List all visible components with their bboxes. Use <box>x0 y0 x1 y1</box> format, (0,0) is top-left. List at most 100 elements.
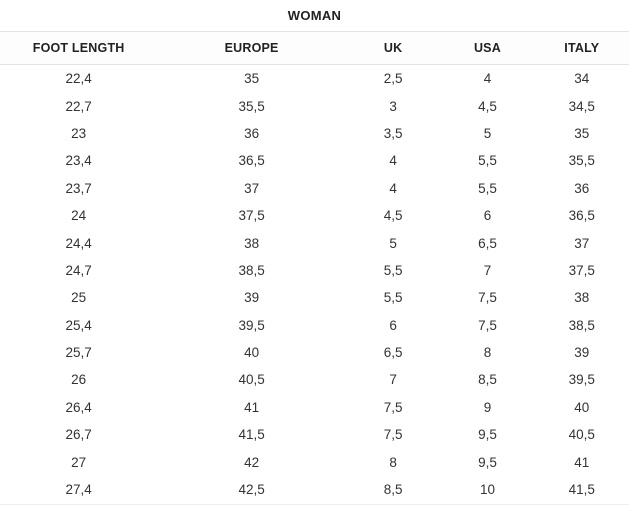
table-cell: 5,5 <box>478 153 497 169</box>
section-title: WOMAN <box>287 8 342 23</box>
table-cell: 7 <box>483 262 492 278</box>
table-cell: 8,5 <box>478 372 497 388</box>
table-cell: 36,5 <box>568 208 595 224</box>
table-row: 22,7 35,5 3 4,5 34,5 <box>0 92 629 120</box>
table-cell: 25,4 <box>65 317 92 333</box>
table-cell: 39 <box>244 290 260 306</box>
table-cell: 37 <box>244 180 260 196</box>
table-cell: 7 <box>389 372 397 388</box>
table-cell: 6,5 <box>383 345 403 361</box>
table-cell: 40 <box>574 399 590 415</box>
table-cell: 41,5 <box>238 427 265 443</box>
table-cell: 26,4 <box>65 399 92 415</box>
table-cell: 6,5 <box>478 235 497 251</box>
table-cell: 22,4 <box>65 71 92 87</box>
table-row: 27,4 42,5 8,5 10 41,5 <box>0 475 629 504</box>
table-cell: 39 <box>574 345 590 361</box>
table-row: 24 37,5 4,5 6 36,5 <box>0 201 629 230</box>
table-row: 27 42 8 9,5 41 <box>0 448 629 476</box>
table-cell: 41 <box>244 399 260 415</box>
table-cell: 3,5 <box>383 125 403 141</box>
table-cell: 38 <box>244 235 260 251</box>
table-cell: 6 <box>389 317 397 333</box>
table-cell: 42,5 <box>238 482 265 498</box>
table-cell: 38,5 <box>568 317 595 333</box>
table-cell: 4,5 <box>478 98 497 114</box>
table-cell: 9,5 <box>478 454 497 470</box>
table-body: 22,4 35 2,5 4 34 22,7 35,5 3 4,5 34,5 23 36 3,5 5 35 23… <box>0 65 629 504</box>
table-header-row: FOOT LENGTH EUROPE UK USA ITALY <box>0 32 629 65</box>
table-cell: 23 <box>71 125 87 141</box>
table-row: 26 40,5 7 8,5 39,5 <box>0 366 629 394</box>
table-cell: 8,5 <box>383 482 403 498</box>
table-cell: 36,5 <box>238 153 265 169</box>
table-cell: 41 <box>574 454 590 470</box>
table-row: 24,4 38 5 6,5 37 <box>0 229 629 257</box>
column-header-usa: USA <box>473 41 501 55</box>
table-cell: 5,5 <box>478 180 497 196</box>
table-cell: 34,5 <box>568 98 595 114</box>
table-cell: 8 <box>483 345 492 361</box>
table-row: 26,4 41 7,5 9 40 <box>0 393 629 422</box>
table-cell: 4,5 <box>383 208 403 224</box>
table-cell: 24,4 <box>65 235 92 251</box>
table-row: 23,7 37 4 5,5 36 <box>0 174 629 202</box>
table-cell: 38 <box>574 290 590 306</box>
table-cell: 35,5 <box>568 153 595 169</box>
table-cell: 35 <box>574 125 590 141</box>
table-cell: 36 <box>244 125 260 141</box>
size-conversion-table: FOOT LENGTH EUROPE UK USA ITALY 22,4 35 2,… <box>0 31 629 504</box>
table-cell: 35 <box>244 71 260 87</box>
table-cell: 27,4 <box>65 482 92 498</box>
table-row: 26,7 41,5 7,5 9,5 40,5 <box>0 421 629 449</box>
table-cell: 3 <box>389 98 397 114</box>
table-cell: 10 <box>479 482 495 498</box>
table-row: 23,4 36,5 4 5,5 35,5 <box>0 147 629 175</box>
table-row: 25 39 5,5 7,5 38 <box>0 284 629 312</box>
table-row: 25,7 40 6,5 8 39 <box>0 338 629 367</box>
table-cell: 23,4 <box>65 153 92 169</box>
table-cell: 24 <box>71 208 87 224</box>
table-cell: 34 <box>574 71 590 87</box>
table-cell: 40 <box>244 345 260 361</box>
table-cell: 4 <box>389 180 397 196</box>
table-cell: 40,5 <box>238 372 265 388</box>
table-cell: 7,5 <box>383 399 403 415</box>
table-cell: 42 <box>244 454 260 470</box>
table-cell: 37,5 <box>238 208 265 224</box>
table-cell: 4 <box>483 71 492 87</box>
table-cell: 5,5 <box>383 290 403 306</box>
column-header-foot-length: FOOT LENGTH <box>32 41 125 55</box>
table-cell: 40,5 <box>568 427 595 443</box>
table-cell: 39,5 <box>238 317 265 333</box>
table-cell: 37 <box>574 235 590 251</box>
column-header-uk: UK <box>383 41 403 55</box>
table-cell: 27 <box>71 454 87 470</box>
table-cell: 38,5 <box>238 262 265 278</box>
table-cell: 2,5 <box>383 71 403 87</box>
table-cell: 22,7 <box>65 98 92 114</box>
table-cell: 23,7 <box>65 180 92 196</box>
table-cell: 41,5 <box>568 482 595 498</box>
table-cell: 7,5 <box>478 290 497 306</box>
table-cell: 24,7 <box>65 262 92 278</box>
table-row: 22,4 35 2,5 4 34 <box>0 65 629 93</box>
table-cell: 39,5 <box>568 372 595 388</box>
table-cell: 9 <box>483 399 492 415</box>
table-cell: 7,5 <box>383 427 403 443</box>
table-cell: 35,5 <box>238 98 265 114</box>
table-row: 23 36 3,5 5 35 <box>0 119 629 148</box>
table-cell: 4 <box>389 153 397 169</box>
section-title-bar: WOMAN <box>0 0 629 31</box>
table-cell: 36 <box>574 180 590 196</box>
table-cell: 5,5 <box>383 262 403 278</box>
table-cell: 6 <box>483 208 492 224</box>
table-cell: 5 <box>389 235 397 251</box>
table-row: 25,4 39,5 6 7,5 38,5 <box>0 311 629 339</box>
table-cell: 37,5 <box>568 262 595 278</box>
table-cell: 7,5 <box>478 317 497 333</box>
table-cell: 26 <box>71 372 87 388</box>
column-header-europe: EUROPE <box>224 41 279 55</box>
table-cell: 25 <box>71 290 87 306</box>
